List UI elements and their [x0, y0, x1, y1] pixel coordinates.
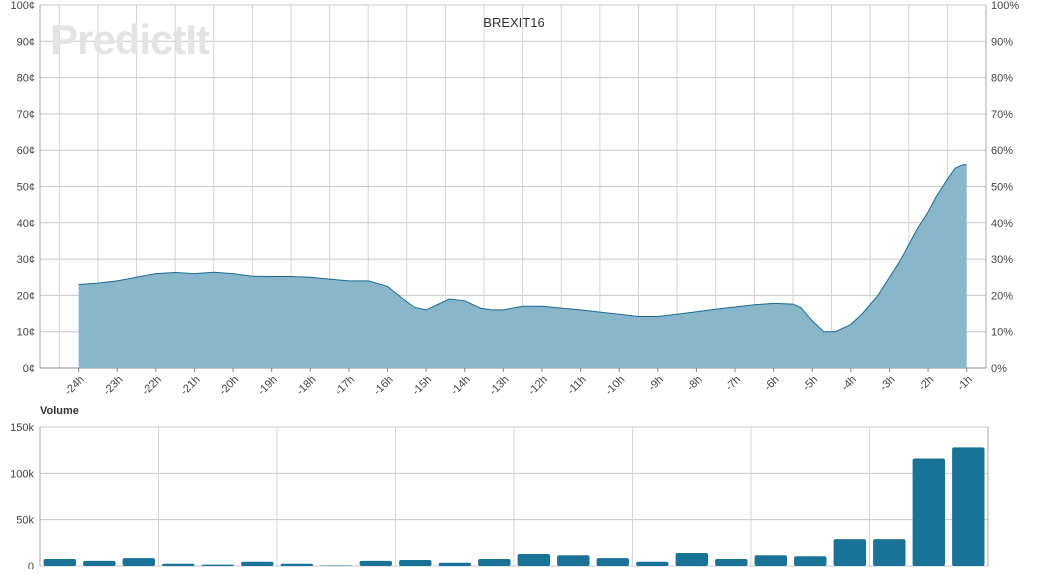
y-tick-label-left: 40¢ [17, 218, 35, 230]
x-tick-label: -14h [449, 374, 473, 398]
y-tick-label-left: 80¢ [17, 73, 35, 85]
x-tick-label: -16h [372, 374, 396, 398]
y-tick-label-left: 70¢ [17, 109, 35, 121]
volume-y-tick-label: 50k [16, 515, 34, 527]
x-tick-label: -3h [878, 374, 898, 394]
volume-bar [754, 555, 787, 566]
price-area [78, 164, 967, 368]
volume-bar [952, 447, 985, 566]
x-tick-label: -15h [410, 374, 434, 398]
x-tick-label: -7h [723, 374, 743, 394]
x-tick-label: -19h [256, 374, 280, 398]
volume-bar [83, 560, 116, 566]
x-tick-label: -10h [603, 374, 627, 398]
volume-bar [873, 539, 906, 566]
volume-bar [912, 458, 945, 566]
volume-bar [438, 562, 471, 566]
x-tick-label: -24h [63, 374, 87, 398]
y-tick-label-left: 50¢ [17, 182, 35, 194]
volume-y-tick-label: 100k [10, 468, 34, 480]
volume-bar [280, 563, 313, 566]
x-tick-label: -8h [685, 374, 705, 394]
y-tick-label-left: 30¢ [17, 254, 35, 266]
y-tick-label-left: 90¢ [17, 36, 35, 48]
y-tick-label-right: 30% [991, 254, 1013, 266]
y-tick-label-left: 0¢ [23, 363, 35, 375]
predictit-logo: PredictIt [50, 16, 210, 63]
y-tick-label-right: 80% [991, 73, 1013, 85]
volume-bar [359, 560, 392, 566]
y-tick-label-right: 90% [991, 36, 1013, 48]
volume-bar [399, 560, 432, 566]
volume-bar [201, 564, 234, 566]
x-tick-label: -18h [294, 374, 318, 398]
volume-bar [833, 539, 866, 566]
volume-bar [241, 561, 274, 566]
x-tick-label: -23h [101, 374, 125, 398]
volume-bar [478, 559, 511, 566]
volume-y-tick-label: 0 [28, 561, 34, 569]
volume-bar [636, 561, 669, 566]
y-tick-label-right: 60% [991, 145, 1013, 157]
x-tick-label: -2h [916, 374, 936, 394]
x-tick-label: -1h [955, 374, 975, 394]
x-tick-label: -9h [646, 374, 666, 394]
volume-bar [43, 559, 76, 566]
volume-bar [162, 563, 195, 566]
y-tick-label-left: 20¢ [17, 290, 35, 302]
x-tick-label: -12h [526, 374, 550, 398]
y-tick-label-right: 40% [991, 218, 1013, 230]
y-tick-label-left: 10¢ [17, 327, 35, 339]
y-tick-label-left: 100¢ [11, 0, 35, 12]
y-tick-label-left: 60¢ [17, 145, 35, 157]
price-chart: 0¢ 0% 10¢ 10% 20¢ 20% 30¢ 30% 40¢ 40% 50¢ 50% 60¢ 60%… [11, 0, 1020, 398]
y-tick-label-right: 10% [991, 327, 1013, 339]
x-tick-label: -6h [762, 374, 782, 394]
y-tick-label-right: 0% [991, 363, 1007, 375]
x-tick-label: -4h [839, 374, 859, 394]
y-tick-label-right: 50% [991, 182, 1013, 194]
y-tick-label-right: 20% [991, 290, 1013, 302]
volume-bar [715, 559, 748, 566]
price-line [78, 164, 967, 333]
x-tick-label: -11h [565, 374, 588, 397]
x-tick-label: -13h [487, 374, 511, 398]
volume-bar [794, 556, 827, 566]
x-tick-label: -20h [217, 374, 241, 398]
volume-bar [320, 565, 353, 566]
volume-y-tick-label: 150k [10, 422, 34, 434]
y-tick-label-right: 70% [991, 109, 1013, 121]
volume-bar [596, 558, 629, 566]
x-tick-label: -22h [140, 374, 164, 398]
volume-bar [122, 558, 155, 566]
y-tick-label-right: 100% [991, 0, 1019, 12]
chart-title: BREXIT16 [483, 15, 544, 30]
volume-title: Volume [40, 405, 79, 417]
x-tick-label: -17h [333, 374, 357, 398]
x-tick-label: -21h [179, 374, 203, 398]
volume-bar [675, 553, 708, 566]
volume-chart: 0 50k 100k 150k [10, 422, 989, 573]
x-tick-label: -5h [801, 374, 821, 394]
volume-bar [557, 555, 590, 566]
volume-bar [517, 554, 550, 566]
